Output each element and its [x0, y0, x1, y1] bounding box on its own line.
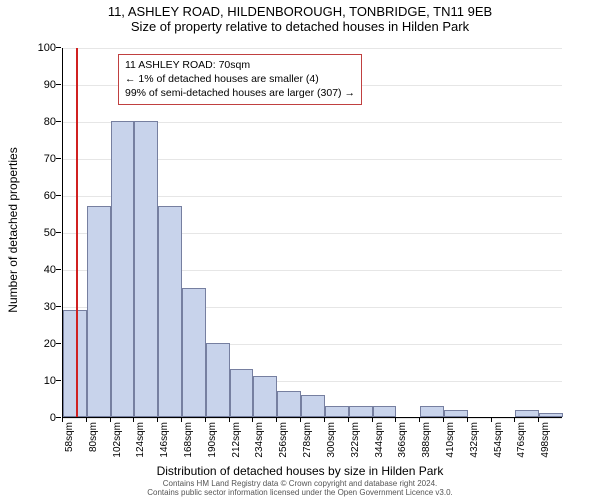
footer-line-1: Contains HM Land Registry data © Crown c…: [0, 479, 600, 489]
x-tick-mark: [467, 418, 468, 422]
x-tick-mark: [157, 418, 158, 422]
histogram-bar: [420, 406, 444, 417]
x-tick-label: 146sqm: [159, 422, 170, 458]
chart-title-line1: 11, ASHLEY ROAD, HILDENBOROUGH, TONBRIDG…: [0, 4, 600, 19]
y-tick-mark: [56, 158, 61, 159]
x-tick-mark: [276, 418, 277, 422]
callout-line-3: 99% of semi-detached houses are larger (…: [125, 86, 355, 100]
footer-line-2: Contains public sector information licen…: [0, 488, 600, 498]
x-tick-mark: [133, 418, 134, 422]
histogram-bar: [373, 406, 397, 417]
y-tick-mark: [56, 306, 61, 307]
y-tick-mark: [56, 84, 61, 85]
x-tick-mark: [181, 418, 182, 422]
x-tick-mark: [205, 418, 206, 422]
x-tick-mark: [419, 418, 420, 422]
histogram-bar: [349, 406, 373, 417]
y-tick-label: 100: [38, 42, 56, 54]
histogram-bar: [325, 406, 349, 417]
y-tick-label: 10: [44, 375, 56, 387]
y-tick-label: 30: [44, 301, 56, 313]
x-tick-label: 102sqm: [112, 422, 123, 458]
x-tick-mark: [62, 418, 63, 422]
y-tick-label: 80: [44, 116, 56, 128]
y-tick-label: 20: [44, 338, 56, 350]
callout-box: 11 ASHLEY ROAD: 70sqm ← 1% of detached h…: [118, 54, 362, 105]
y-tick-mark: [56, 232, 61, 233]
y-tick-label: 50: [44, 227, 56, 239]
x-tick-label: 212sqm: [231, 422, 242, 458]
x-tick-mark: [514, 418, 515, 422]
x-tick-mark: [372, 418, 373, 422]
histogram-bar: [206, 343, 230, 417]
x-tick-mark: [491, 418, 492, 422]
x-tick-label: 432sqm: [469, 422, 480, 458]
x-tick-label: 256sqm: [278, 422, 289, 458]
y-tick-mark: [56, 380, 61, 381]
y-tick-mark: [56, 121, 61, 122]
y-tick-label: 60: [44, 190, 56, 202]
x-tick-label: 278sqm: [302, 422, 313, 458]
x-tick-mark: [300, 418, 301, 422]
x-tick-mark: [443, 418, 444, 422]
x-tick-label: 476sqm: [516, 422, 527, 458]
y-tick-mark: [56, 47, 61, 48]
x-tick-label: 410sqm: [445, 422, 456, 458]
histogram-plot-area: 11 ASHLEY ROAD: 70sqm ← 1% of detached h…: [62, 48, 562, 418]
histogram-bar: [444, 410, 468, 417]
histogram-bar: [87, 206, 111, 417]
histogram-bar: [539, 413, 563, 417]
x-tick-label: 366sqm: [397, 422, 408, 458]
x-tick-label: 454sqm: [493, 422, 504, 458]
histogram-bar: [277, 391, 301, 417]
callout-line-1: 11 ASHLEY ROAD: 70sqm: [125, 58, 355, 72]
x-tick-mark: [348, 418, 349, 422]
x-tick-label: 344sqm: [374, 422, 385, 458]
callout-line-2: ← 1% of detached houses are smaller (4): [125, 72, 355, 86]
histogram-bar: [182, 288, 206, 418]
y-tick-mark: [56, 195, 61, 196]
x-tick-label: 58sqm: [64, 422, 75, 452]
x-axis-ticks: 58sqm 80sqm 102sqm 124sqm 146sqm 168sqm 190sqm…: [62, 418, 562, 468]
y-axis-ticks: 0102030405060708090100: [0, 48, 60, 418]
histogram-bar: [515, 410, 539, 417]
y-tick-label: 0: [50, 412, 56, 424]
x-tick-mark: [86, 418, 87, 422]
y-tick-mark: [56, 269, 61, 270]
histogram-bar: [230, 369, 254, 417]
reference-vertical-line: [76, 48, 78, 417]
histogram-bar: [63, 310, 87, 417]
y-tick-mark: [56, 343, 61, 344]
histogram-bar: [134, 121, 158, 417]
x-tick-label: 388sqm: [421, 422, 432, 458]
x-tick-label: 234sqm: [254, 422, 265, 458]
histogram-bar: [301, 395, 325, 417]
x-tick-label: 80sqm: [88, 422, 99, 452]
x-tick-label: 300sqm: [326, 422, 337, 458]
footer-attribution: Contains HM Land Registry data © Crown c…: [0, 479, 600, 498]
histogram-bar: [111, 121, 135, 417]
chart-title-line2: Size of property relative to detached ho…: [0, 19, 600, 34]
chart-title-block: 11, ASHLEY ROAD, HILDENBOROUGH, TONBRIDG…: [0, 0, 600, 34]
y-tick-label: 40: [44, 264, 56, 276]
x-tick-mark: [395, 418, 396, 422]
x-tick-label: 322sqm: [350, 422, 361, 458]
x-tick-mark: [538, 418, 539, 422]
x-tick-label: 124sqm: [135, 422, 146, 458]
y-tick-label: 70: [44, 153, 56, 165]
x-tick-mark: [110, 418, 111, 422]
x-tick-mark: [229, 418, 230, 422]
x-tick-mark: [252, 418, 253, 422]
x-tick-label: 190sqm: [207, 422, 218, 458]
histogram-bar: [253, 376, 277, 417]
x-axis-label: Distribution of detached houses by size …: [0, 464, 600, 478]
x-tick-label: 498sqm: [540, 422, 551, 458]
y-tick-mark: [56, 417, 61, 418]
histogram-bar: [158, 206, 182, 417]
x-tick-label: 168sqm: [183, 422, 194, 458]
x-tick-mark: [324, 418, 325, 422]
y-tick-label: 90: [44, 79, 56, 91]
